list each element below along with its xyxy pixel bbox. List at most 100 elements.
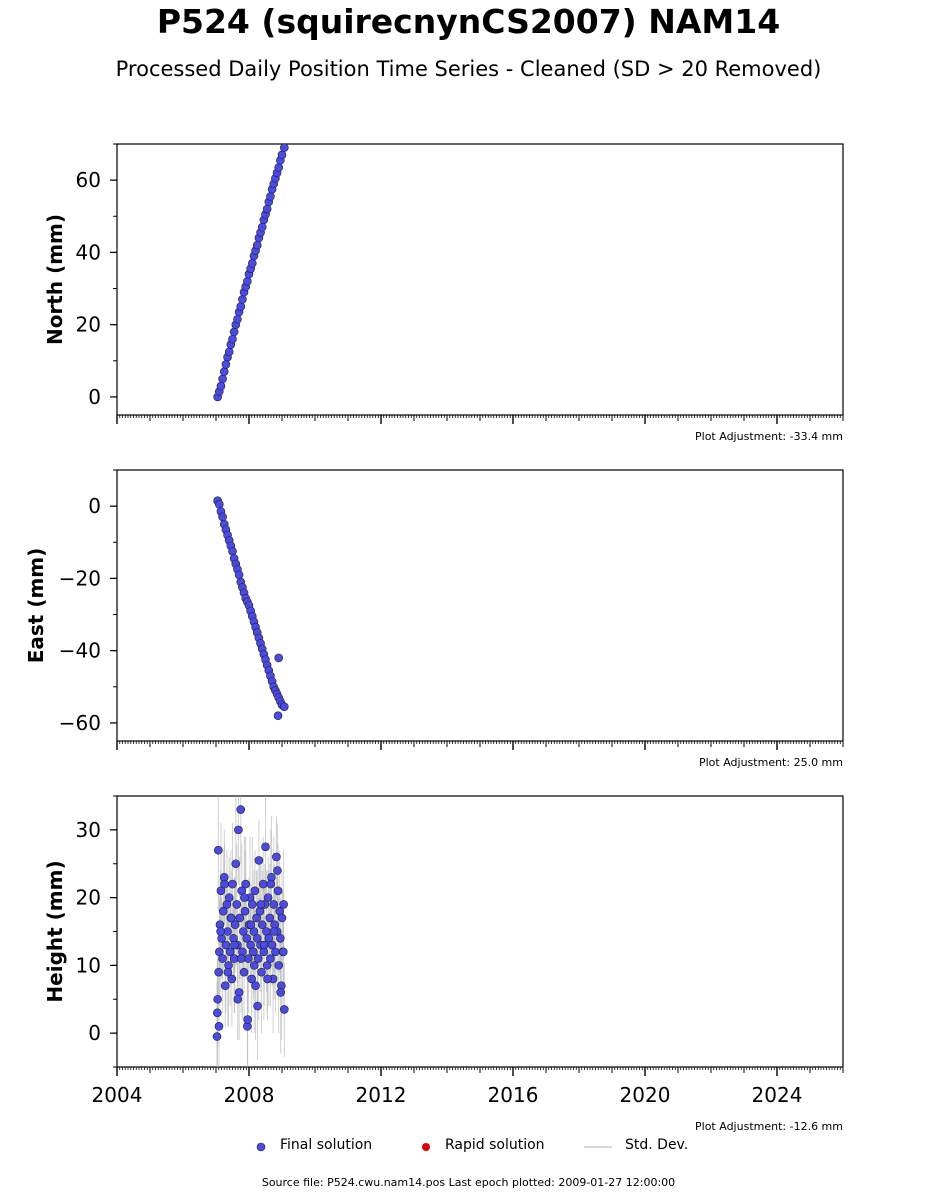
data-point — [269, 927, 279, 936]
std-line-icon — [584, 1146, 612, 1148]
data-point — [220, 981, 230, 991]
data-point — [274, 961, 284, 970]
data-point — [252, 240, 262, 250]
plot-adjustment-label: Plot Adjustment: -33.4 mm — [695, 430, 843, 443]
data-point — [243, 277, 252, 286]
data-point — [254, 856, 264, 865]
x-tick-label: 2024 — [752, 1083, 803, 1107]
data-point — [241, 879, 250, 889]
data-point — [262, 961, 272, 970]
data-point — [223, 967, 233, 977]
data-point — [277, 150, 287, 160]
final-marker-icon — [256, 1142, 266, 1152]
plot-adjustment-label: Plot Adjustment: -12.6 mm — [695, 1120, 843, 1133]
data-point — [276, 933, 285, 943]
data-point — [280, 702, 289, 711]
data-point — [221, 360, 231, 369]
data-point — [214, 845, 223, 855]
y-axis-label: East (mm) — [24, 548, 48, 664]
x-tick-label: 2012 — [356, 1083, 407, 1107]
data-point — [273, 711, 283, 721]
data-point — [280, 144, 289, 152]
y-tick-label: 40 — [76, 240, 101, 264]
data-point — [227, 974, 237, 984]
y-tick-label: 0 — [88, 494, 101, 518]
data-point — [249, 961, 259, 970]
data-point — [263, 974, 272, 984]
data-point — [236, 954, 246, 963]
source-footer: Source file: P524.cwu.nam14.pos Last epo… — [261, 1176, 676, 1189]
data-point — [238, 295, 247, 304]
data-point — [221, 940, 231, 950]
data-point — [235, 913, 245, 923]
data-point — [265, 913, 275, 923]
data-point — [230, 920, 240, 930]
data-point — [253, 954, 263, 963]
data-point — [224, 347, 234, 357]
plot-frame-1 — [116, 469, 844, 742]
data-point — [218, 906, 228, 916]
data-point — [276, 988, 285, 997]
data-point — [248, 258, 257, 268]
data-point — [273, 886, 283, 896]
data-point — [274, 163, 284, 172]
data-point — [239, 967, 249, 977]
data-point — [244, 954, 253, 963]
y-tick-label: −20 — [59, 566, 101, 590]
data-point — [252, 913, 261, 923]
y-tick-label: 30 — [76, 818, 101, 842]
data-point — [262, 204, 272, 214]
data-point — [239, 927, 248, 936]
data-point — [279, 947, 288, 957]
data-point — [233, 314, 242, 324]
data-point — [219, 367, 229, 376]
data-point — [218, 954, 227, 963]
data-point — [216, 886, 226, 896]
data-point — [257, 920, 267, 930]
y-tick-label: 0 — [88, 385, 101, 409]
plot-adjustment-label: Plot Adjustment: 25.0 mm — [699, 756, 843, 769]
data-point — [240, 893, 249, 902]
data-point — [259, 940, 269, 950]
data-point — [229, 327, 239, 337]
data-point — [236, 805, 246, 814]
data-point — [216, 927, 225, 936]
data-point — [280, 1005, 289, 1014]
data-point — [263, 893, 273, 902]
data-point — [258, 879, 268, 889]
chart-subtitle: Processed Daily Position Time Series - C… — [115, 57, 822, 81]
data-point — [213, 1008, 222, 1018]
data-point — [274, 653, 284, 663]
data-point — [266, 879, 276, 889]
data-point — [261, 842, 270, 852]
y-tick-label: 20 — [76, 313, 101, 337]
rapid-marker-icon — [422, 1143, 430, 1151]
data-point — [240, 906, 250, 916]
data-point — [232, 900, 242, 909]
data-point — [269, 900, 279, 909]
data-point — [243, 1015, 252, 1024]
data-point — [233, 994, 243, 1004]
data-point — [215, 500, 224, 509]
data-point — [246, 920, 256, 930]
data-point — [279, 900, 288, 909]
data-point — [273, 866, 282, 875]
data-point — [213, 994, 222, 1004]
data-point — [234, 570, 244, 580]
data-point — [212, 1032, 222, 1041]
data-point — [228, 879, 237, 889]
data-point — [257, 222, 267, 232]
data-point — [214, 967, 223, 977]
data-point — [266, 192, 275, 201]
data-point — [225, 947, 235, 957]
y-tick-label: 10 — [76, 953, 101, 977]
data-point — [228, 334, 237, 344]
data-point — [226, 913, 236, 923]
data-point — [248, 900, 257, 909]
y-axis-label: Height (mm) — [43, 860, 67, 1002]
data-point — [264, 933, 274, 943]
data-point — [247, 974, 256, 984]
legend-std-label: Std. Dev. — [625, 1137, 689, 1153]
data-point — [242, 933, 251, 943]
y-axis-label: North (mm) — [43, 214, 67, 345]
